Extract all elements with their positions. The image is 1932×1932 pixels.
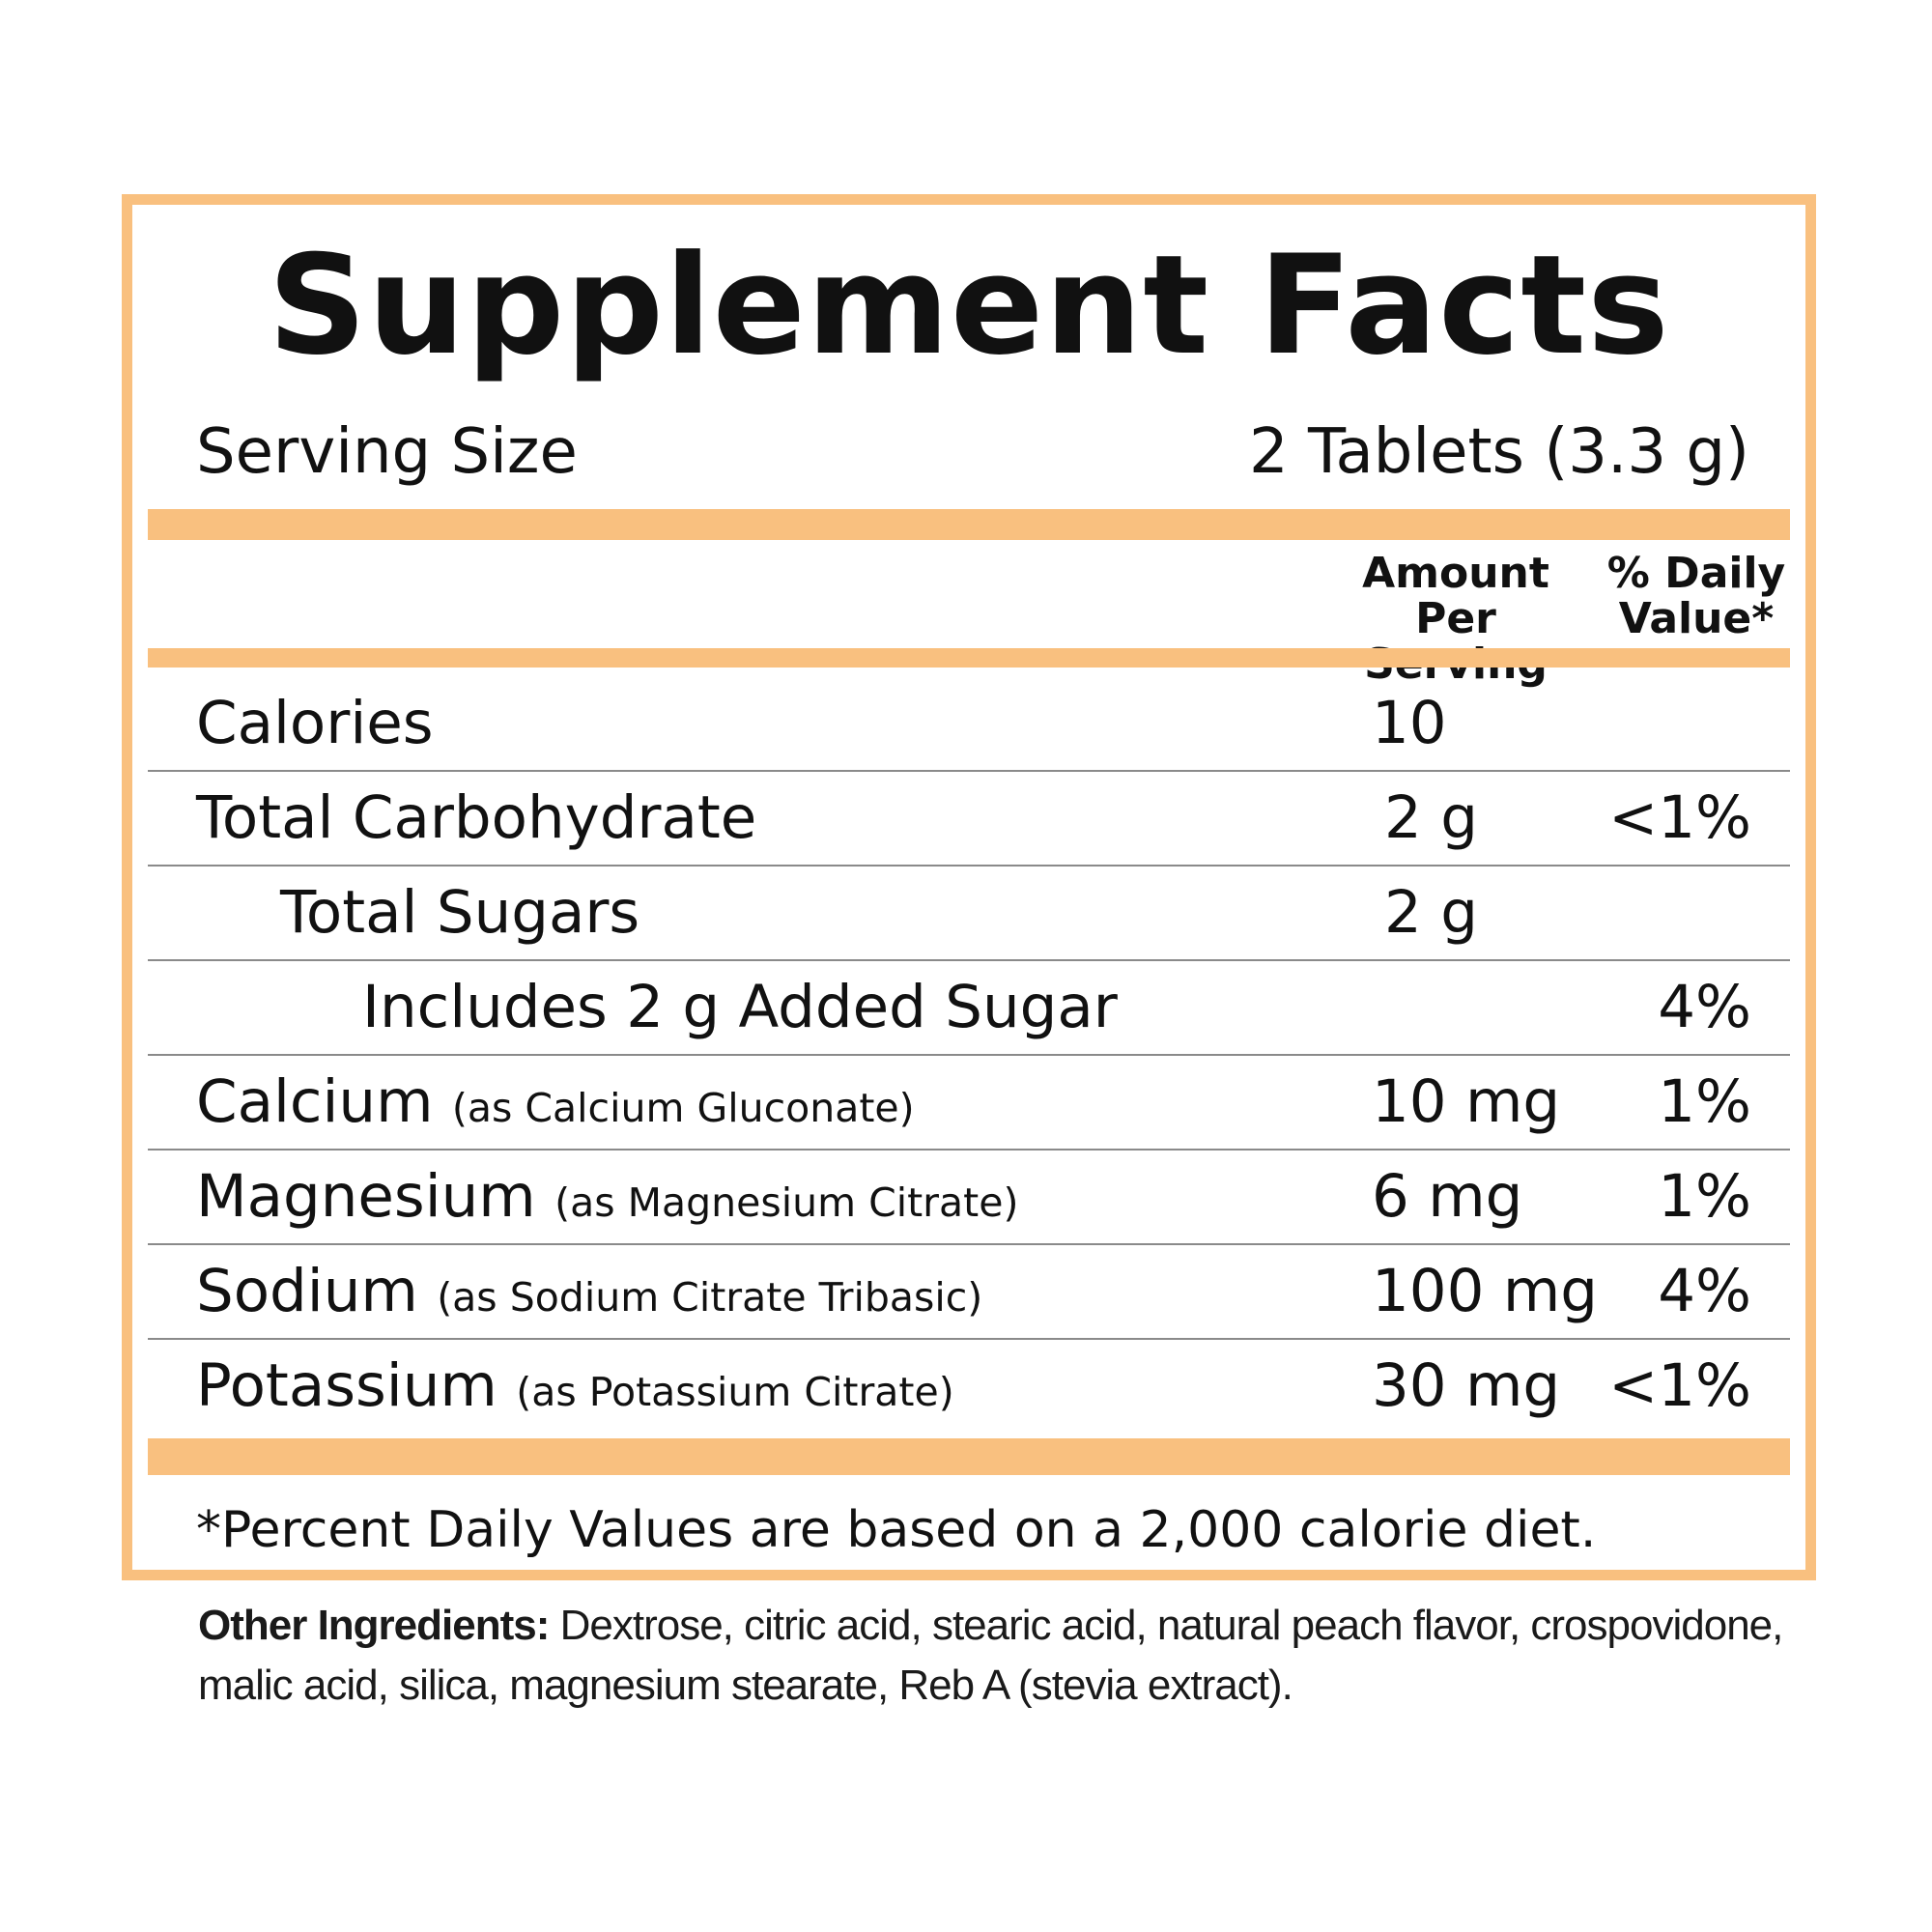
- nutrient-amount: 2 g: [1384, 878, 1478, 947]
- dv-header-line2: Value*: [1618, 594, 1775, 643]
- amount-header-line1: Amount: [1362, 549, 1549, 598]
- nutrient-amount: 100 mg: [1372, 1257, 1598, 1325]
- nutrient-name: Magnesium: [196, 1162, 536, 1231]
- nutrient-name: Includes 2 g Added Sugar: [362, 973, 1118, 1041]
- nutrient-amount: 10 mg: [1372, 1067, 1561, 1136]
- daily-value-footnote: *Percent Daily Values are based on a 2,0…: [196, 1501, 1597, 1559]
- nutrient-row-total-carbohydrate: Total Carbohydrate 2 g <1%: [148, 772, 1790, 867]
- serving-size-row: Serving Size 2 Tablets (3.3 g): [132, 413, 1805, 491]
- nutrient-name-cell: Magnesium (as Magnesium Citrate): [196, 1151, 1018, 1249]
- serving-size-value: 2 Tablets (3.3 g): [1248, 416, 1749, 488]
- supplement-facts-panel: Supplement Facts Serving Size 2 Tablets …: [122, 194, 1816, 1580]
- nutrient-name: Calories: [196, 689, 434, 757]
- nutrient-name: Total Carbohydrate: [196, 783, 757, 852]
- other-ingredients: Other Ingredients: Dextrose, citric acid…: [198, 1596, 1792, 1716]
- other-ingredients-label: Other Ingredients:: [198, 1602, 550, 1649]
- nutrient-row-sodium: Sodium (as Sodium Citrate Tribasic) 100 …: [148, 1245, 1790, 1340]
- nutrient-row-total-sugars: Total Sugars 2 g: [148, 867, 1790, 961]
- nutrient-amount: 2 g: [1384, 783, 1478, 852]
- nutrient-name: Total Sugars: [280, 878, 640, 947]
- nutrient-row-calories: Calories 10: [148, 677, 1790, 772]
- nutrient-source: (as Magnesium Citrate): [554, 1179, 1019, 1226]
- nutrient-name: Potassium: [196, 1351, 497, 1420]
- serving-size-label: Serving Size: [196, 416, 578, 488]
- daily-value-header: % Daily Value*: [1585, 551, 1807, 641]
- nutrient-row-calcium: Calcium (as Calcium Gluconate) 10 mg 1%: [148, 1056, 1790, 1151]
- nutrient-daily-value: <1%: [1608, 783, 1751, 852]
- nutrient-row-magnesium: Magnesium (as Magnesium Citrate) 6 mg 1%: [148, 1151, 1790, 1245]
- nutrient-daily-value: 4%: [1658, 973, 1751, 1041]
- nutrient-daily-value: 1%: [1658, 1067, 1751, 1136]
- nutrient-source: (as Sodium Citrate Tribasic): [437, 1274, 983, 1321]
- nutrient-name: Sodium: [196, 1257, 418, 1325]
- divider-bar: [148, 1438, 1790, 1475]
- divider-bar: [148, 509, 1790, 540]
- other-ingredients-text: Dextrose, citric acid, stearic acid, nat…: [198, 1602, 1783, 1709]
- nutrient-name-cell: Calcium (as Calcium Gluconate): [196, 1056, 915, 1154]
- nutrient-row-added-sugar: Includes 2 g Added Sugar 4%: [148, 961, 1790, 1056]
- nutrient-row-potassium: Potassium (as Potassium Citrate) 30 mg <…: [148, 1340, 1790, 1435]
- amount-header-line2: Per Serving: [1364, 594, 1548, 687]
- nutrient-daily-value: <1%: [1608, 1351, 1751, 1420]
- nutrient-source: (as Potassium Citrate): [516, 1369, 954, 1415]
- panel-title: Supplement Facts: [268, 226, 1670, 385]
- nutrient-name: Calcium: [196, 1067, 434, 1136]
- nutrient-amount: 6 mg: [1372, 1162, 1523, 1231]
- nutrient-amount: 10: [1372, 689, 1447, 757]
- nutrient-name-cell: Potassium (as Potassium Citrate): [196, 1340, 954, 1438]
- nutrient-name-cell: Sodium (as Sodium Citrate Tribasic): [196, 1245, 982, 1344]
- divider-bar: [148, 648, 1790, 668]
- nutrient-amount: 30 mg: [1372, 1351, 1561, 1420]
- dv-header-line1: % Daily: [1606, 549, 1786, 598]
- nutrient-daily-value: 1%: [1658, 1162, 1751, 1231]
- nutrient-daily-value: 4%: [1658, 1257, 1751, 1325]
- nutrient-source: (as Calcium Gluconate): [451, 1085, 915, 1131]
